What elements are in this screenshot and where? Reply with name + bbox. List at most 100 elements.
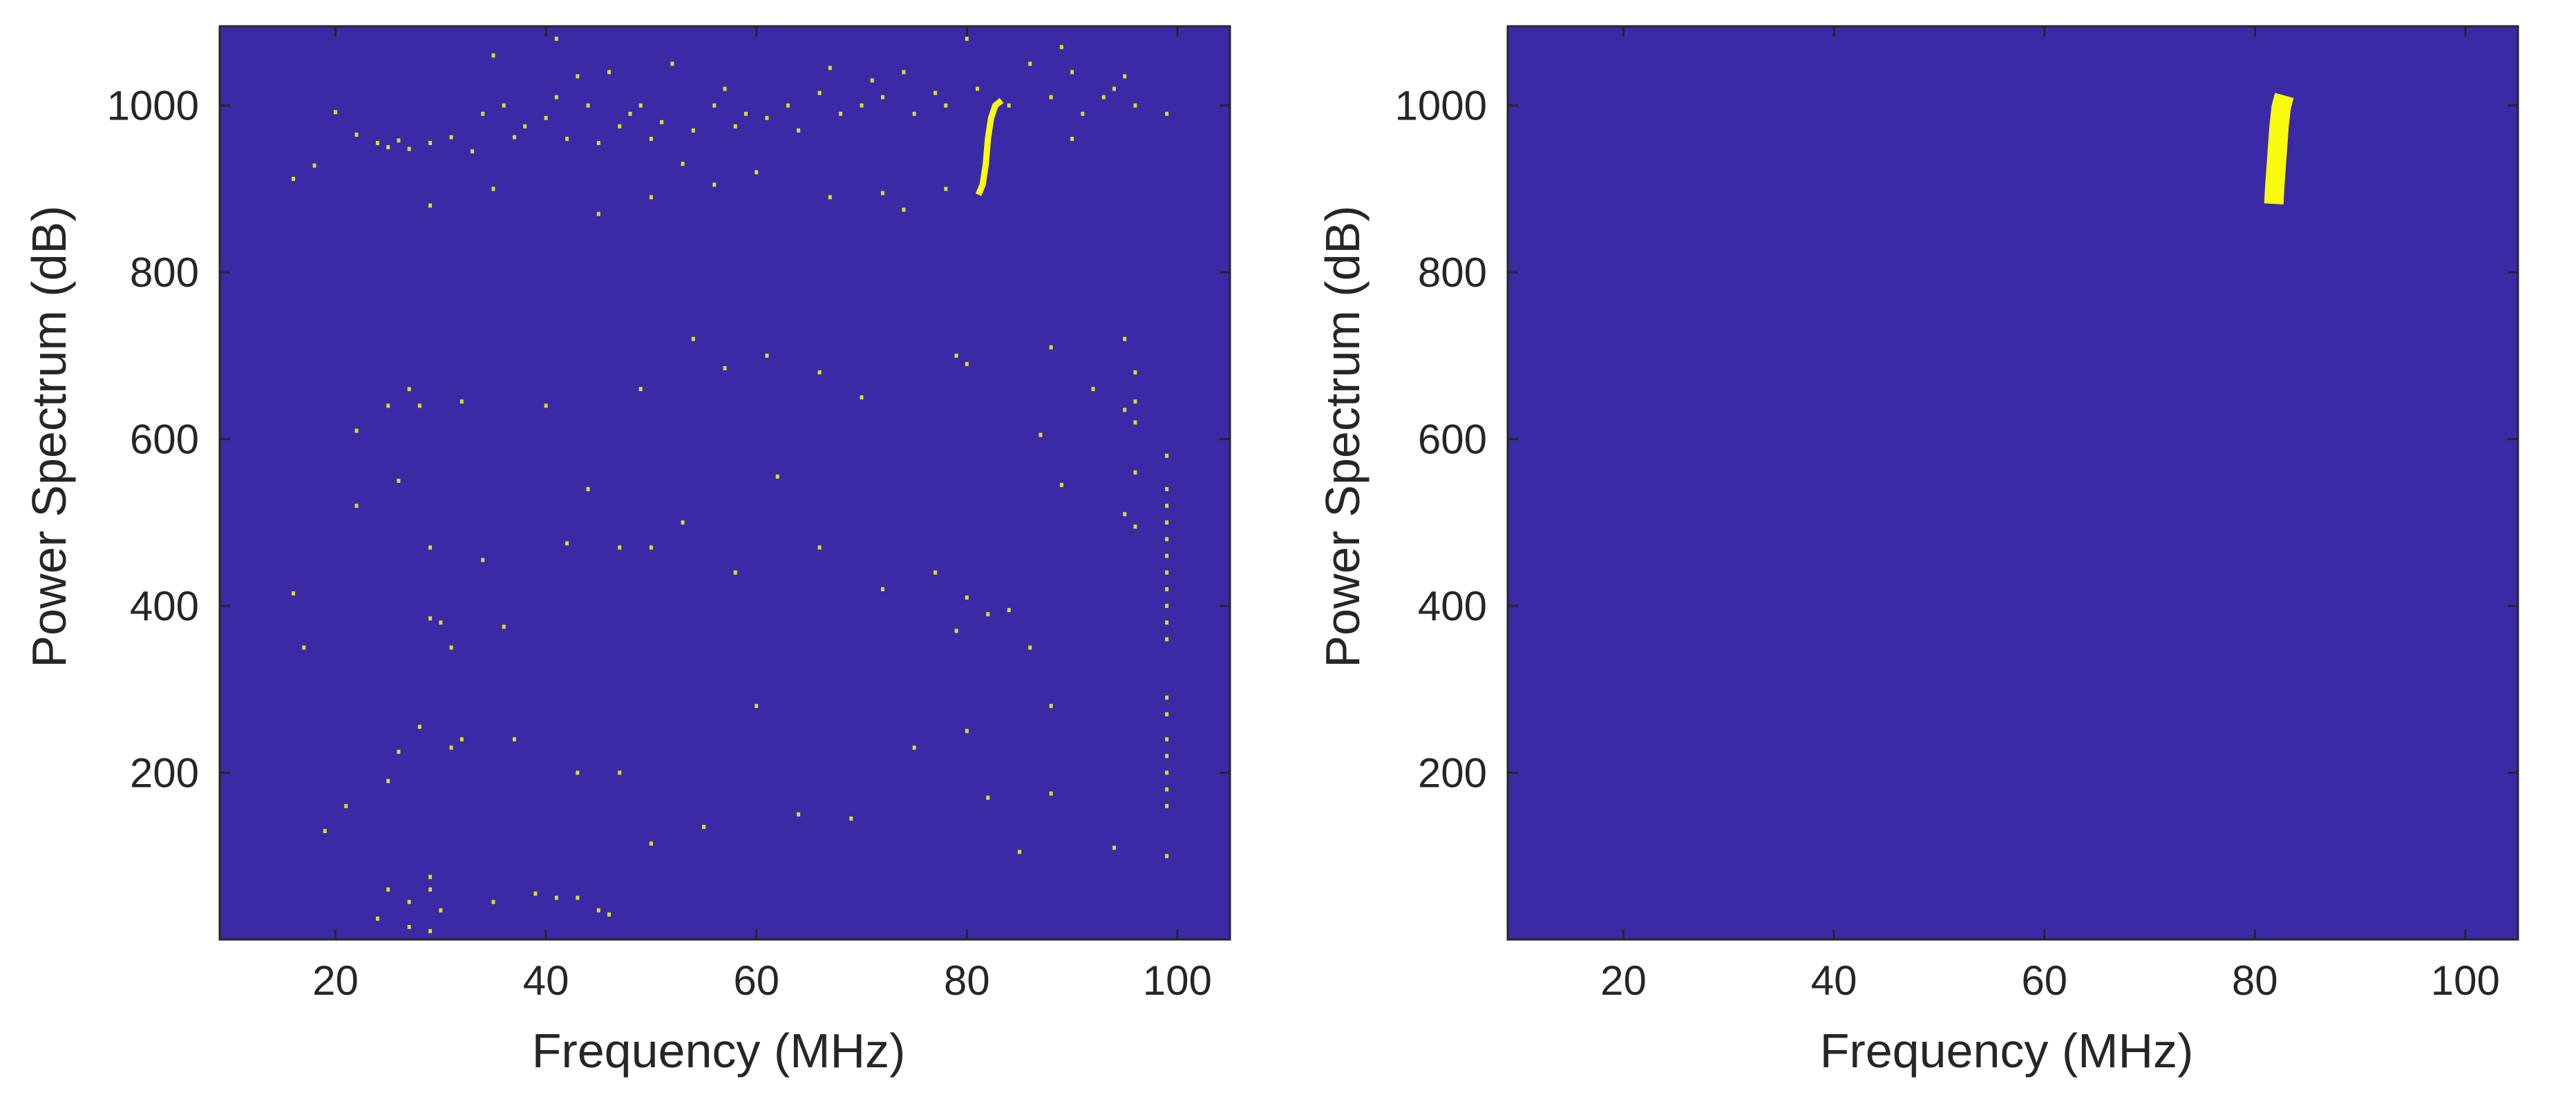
noise-point <box>902 207 906 212</box>
noise-point <box>849 816 853 821</box>
noise-point <box>471 149 474 154</box>
noise-point <box>944 187 948 191</box>
plot-background <box>1508 26 2518 939</box>
noise-point <box>512 135 516 140</box>
noise-point <box>880 586 884 591</box>
noise-point <box>1165 803 1169 808</box>
y-axis-label: Power Spectrum (dB) <box>1316 205 1370 668</box>
noise-point <box>1165 520 1169 525</box>
noise-point <box>934 90 938 95</box>
noise-point <box>544 115 548 120</box>
noise-point <box>797 128 801 133</box>
y-tick-label: 800 <box>1418 249 1487 296</box>
noise-point <box>755 703 759 708</box>
plot-background <box>220 26 1230 939</box>
noise-point <box>618 545 622 550</box>
noise-point <box>912 111 916 116</box>
noise-point <box>1112 846 1116 850</box>
x-tick-label: 20 <box>312 957 359 1004</box>
x-tick-label: 20 <box>1600 957 1647 1004</box>
noise-point <box>460 399 464 404</box>
y-tick-label: 600 <box>130 417 199 463</box>
noise-point <box>1165 553 1169 558</box>
noise-point <box>1165 854 1169 859</box>
y-tick-label: 800 <box>130 249 199 296</box>
noise-point <box>638 387 643 392</box>
noise-point <box>1165 770 1169 775</box>
y-tick-label: 600 <box>1418 417 1487 463</box>
noise-point <box>1049 791 1053 796</box>
chart-left-plot: 20 40 60 80 100 200 400 600 800 1000 <box>107 25 1231 1004</box>
y-tick-label: 1000 <box>107 83 199 129</box>
noise-point <box>1112 86 1116 91</box>
noise-point <box>1165 787 1169 792</box>
noise-point <box>1165 570 1169 575</box>
noise-point <box>1039 432 1043 437</box>
x-tick-label: 40 <box>523 957 569 1004</box>
noise-point <box>565 136 569 141</box>
noise-point <box>797 812 801 817</box>
noise-point <box>1165 737 1169 742</box>
noise-point <box>386 887 390 892</box>
noise-point <box>1165 604 1169 609</box>
noise-point <box>618 770 622 775</box>
noise-point <box>934 570 938 575</box>
noise-point <box>375 916 379 921</box>
noise-point <box>386 145 390 150</box>
noise-point <box>1070 136 1074 141</box>
noise-point <box>576 895 580 900</box>
noise-point <box>417 403 422 408</box>
noise-point <box>407 899 411 904</box>
noise-point <box>828 66 832 70</box>
noise-point <box>1133 470 1137 475</box>
noise-point <box>428 203 433 208</box>
signal-curve <box>2264 93 2294 204</box>
noise-point <box>407 387 411 392</box>
noise-point <box>512 737 516 742</box>
noise-point <box>428 616 433 621</box>
noise-point <box>755 170 759 175</box>
noise-point <box>386 403 390 408</box>
noise-point <box>1165 695 1169 700</box>
noise-point <box>596 211 600 216</box>
noise-point <box>628 111 632 116</box>
noise-point <box>544 403 548 408</box>
noise-point <box>1165 620 1169 625</box>
signal-curve <box>975 97 1004 196</box>
noise-point <box>397 478 401 483</box>
noise-point <box>691 128 695 133</box>
noise-point <box>1081 111 1085 116</box>
noise-point <box>407 924 411 929</box>
noise-point <box>1165 586 1169 591</box>
noise-point <box>1091 387 1095 392</box>
noise-point <box>428 928 433 933</box>
x-tick-label: 100 <box>1143 957 1212 1004</box>
noise-point <box>660 120 664 124</box>
noise-point <box>292 176 296 181</box>
noise-point <box>428 875 433 879</box>
noise-point <box>344 803 348 808</box>
noise-point <box>354 132 359 137</box>
noise-point <box>681 162 685 166</box>
noise-point <box>649 841 653 846</box>
noise-point <box>1049 703 1053 708</box>
axes-frame <box>218 25 1231 941</box>
noise-point <box>965 729 969 734</box>
noise-point <box>723 365 727 370</box>
noise-point <box>607 70 611 75</box>
noise-point <box>944 103 948 108</box>
noise-point <box>397 750 401 754</box>
noise-point <box>1028 61 1032 66</box>
noise-point <box>1123 74 1127 79</box>
noise-point <box>817 370 822 375</box>
noise-point <box>449 135 453 140</box>
noise-point <box>670 61 674 66</box>
noise-point <box>691 336 695 341</box>
noise-point <box>596 141 600 146</box>
noise-point <box>354 428 359 433</box>
noise-point <box>986 795 990 800</box>
noise-point <box>965 595 969 600</box>
noise-point <box>817 90 822 95</box>
axes-frame <box>1506 25 2519 941</box>
